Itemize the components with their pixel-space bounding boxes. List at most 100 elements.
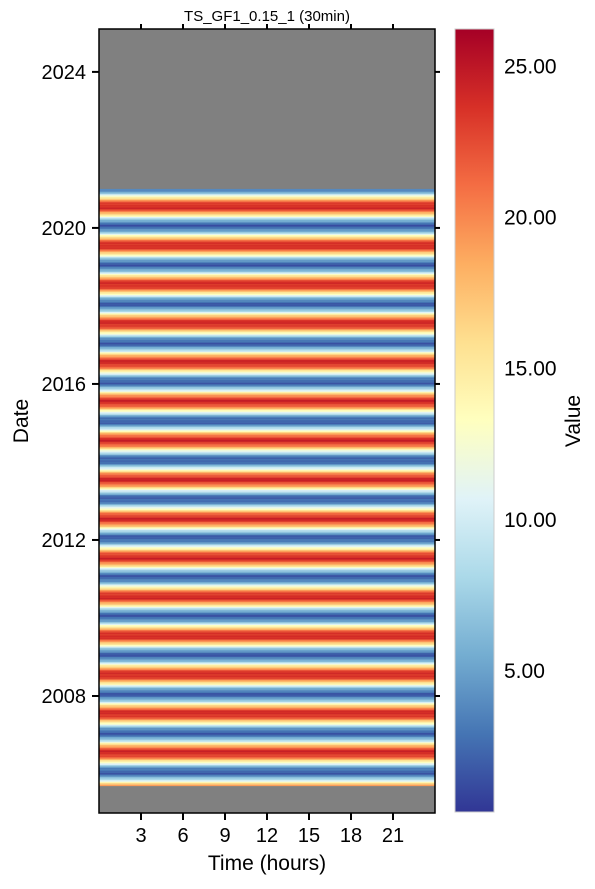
heatmap-row <box>99 467 435 470</box>
heatmap-row <box>99 376 435 379</box>
heatmap-row <box>99 354 435 357</box>
heatmap-row <box>99 589 435 592</box>
heatmap-row <box>99 648 435 651</box>
axes-layer: 3 6 9 12 15 18 21 2008 2012 2016 2020 2024 <box>42 24 440 847</box>
heatmap-row <box>99 557 435 560</box>
heatmap-row <box>99 577 435 580</box>
heatmap-row <box>99 422 435 425</box>
heatmap-row <box>99 412 435 415</box>
heatmap-row <box>99 711 435 714</box>
heatmap-row <box>99 705 435 708</box>
heatmap-row <box>99 528 435 531</box>
heatmap-row <box>99 625 435 628</box>
heatmap-row <box>99 402 435 405</box>
heatmap-row <box>99 541 435 544</box>
heatmap-row <box>99 596 435 599</box>
y-tick-label: 2016 <box>42 374 87 396</box>
heatmap-row <box>99 358 435 361</box>
heatmap-row <box>99 749 435 752</box>
heatmap-row <box>99 634 435 637</box>
heatmap-row <box>99 784 435 787</box>
heatmap-row <box>99 746 435 749</box>
heatmap-row <box>99 593 435 596</box>
heatmap-row <box>99 435 435 438</box>
heatmap-row <box>99 654 435 657</box>
heatmap-row <box>99 387 435 390</box>
heatmap-row <box>99 542 435 545</box>
heatmap-row <box>99 585 435 588</box>
heatmap-row <box>99 551 435 554</box>
heatmap-row <box>99 469 435 472</box>
heatmap-row <box>99 436 435 439</box>
heatmap-row <box>99 303 435 306</box>
heatmap-row <box>99 367 435 370</box>
heatmap-row <box>99 715 435 718</box>
heatmap-row <box>99 766 435 769</box>
heatmap-row <box>99 399 435 402</box>
heatmap-row <box>99 720 435 723</box>
heatmap-row <box>99 394 435 397</box>
heatmap-row <box>99 209 435 212</box>
heatmap-row <box>99 581 435 584</box>
heatmap-row <box>99 680 435 683</box>
heatmap-row <box>99 351 435 354</box>
heatmap-row <box>99 710 435 713</box>
heatmap-row <box>99 401 435 404</box>
heatmap-row <box>99 633 435 636</box>
heatmap-row <box>99 390 435 393</box>
y-tick-label: 2024 <box>42 62 87 84</box>
heatmap-row <box>99 607 435 610</box>
heatmap-row <box>99 281 435 284</box>
heatmap-row <box>99 778 435 781</box>
heatmap-row <box>99 629 435 632</box>
heatmap-row <box>99 430 435 433</box>
heatmap-row <box>99 265 435 268</box>
heatmap-row <box>99 599 435 602</box>
heatmap-row <box>99 682 435 685</box>
heatmap-row <box>99 670 435 673</box>
heatmap-row <box>99 511 435 514</box>
x-tick-label: 3 <box>135 825 146 847</box>
heatmap-row <box>99 416 435 419</box>
heatmap-row <box>99 722 435 725</box>
heatmap-row <box>99 763 435 766</box>
heatmap-row <box>99 707 435 710</box>
heatmap-row <box>99 308 435 311</box>
heatmap-row <box>99 237 435 240</box>
heatmap-row <box>99 266 435 269</box>
heatmap-row <box>99 240 435 243</box>
heatmap-row <box>99 674 435 677</box>
heatmap-row <box>99 552 435 555</box>
heatmap-row <box>99 502 435 505</box>
heatmap-row <box>99 439 435 442</box>
heatmap-row <box>99 706 435 709</box>
heatmap-row <box>99 221 435 224</box>
heatmap-row <box>99 594 435 597</box>
heatmap-row <box>99 773 435 776</box>
heatmap-row <box>99 348 435 351</box>
heatmap-row <box>99 712 435 715</box>
heatmap-row <box>99 695 435 698</box>
heatmap-row <box>99 423 435 426</box>
heatmap-row <box>99 555 435 558</box>
heatmap-row <box>99 273 435 276</box>
heatmap-row <box>99 626 435 629</box>
heatmap-row <box>99 191 435 194</box>
heatmap-row <box>99 563 435 566</box>
heatmap-row <box>99 623 435 626</box>
heatmap-row <box>99 617 435 620</box>
heatmap-row <box>99 417 435 420</box>
heatmap-row <box>99 639 435 642</box>
heatmap-row <box>99 685 435 688</box>
heatmap-row <box>99 747 435 750</box>
heatmap-row <box>99 734 435 737</box>
heatmap-row <box>99 216 435 219</box>
heatmap-row <box>99 421 435 424</box>
heatmap-row <box>99 694 435 697</box>
heatmap-row <box>99 744 435 747</box>
heatmap-row <box>99 632 435 635</box>
heatmap-row <box>99 267 435 270</box>
heatmap-row <box>99 724 435 727</box>
heatmap-row <box>99 483 435 486</box>
